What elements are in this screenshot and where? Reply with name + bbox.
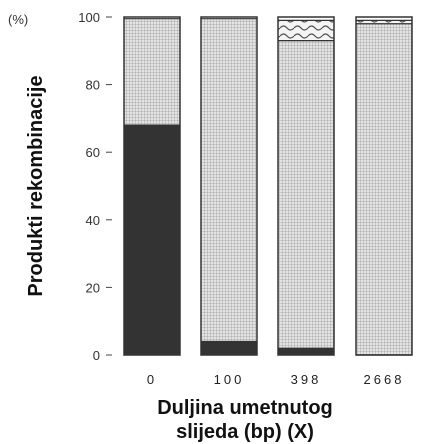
bar-100-outline	[200, 16, 258, 356]
bar-398-outline	[277, 16, 335, 356]
x-tick-label-100: 100	[214, 372, 245, 387]
bar-100-segment-grid	[201, 18, 257, 342]
bar-2668	[355, 16, 413, 356]
y-tick-label-0: 0	[93, 348, 100, 363]
y-tick-label-20: 20	[86, 280, 100, 295]
y-axis-label: Produkti rekombinacije	[25, 75, 47, 296]
bar-100-segment-blank	[201, 17, 257, 19]
bar-2668-segment-grid	[356, 23, 412, 355]
bar-398	[277, 16, 335, 356]
y-tick-label-100: 100	[78, 10, 100, 25]
bar-398-segment-wave	[278, 20, 334, 41]
y-axis-ticks: 0 20 40 60 80 100	[78, 10, 112, 363]
bar-398-segment-blank	[278, 17, 334, 21]
y-unit-label: (%)	[8, 12, 28, 27]
bar-2668-outline	[355, 16, 413, 356]
x-tick-label-398: 398	[291, 372, 322, 387]
x-axis-label-line-1: Duljina umetnutog	[157, 397, 333, 419]
bar-0-outline	[123, 16, 181, 356]
bar-398-segment-grid	[278, 40, 334, 349]
y-tick-label-60: 60	[86, 145, 100, 160]
bar-0-segment-grid	[124, 18, 180, 126]
x-axis-label-line-2: slijeda (bp) (X)	[176, 421, 314, 443]
bar-100-segment-solid	[201, 341, 257, 355]
bars	[123, 16, 413, 356]
bar-2668-segment-blank	[356, 17, 412, 21]
x-tick-label-2668: 2668	[364, 372, 405, 387]
bar-100	[200, 16, 258, 356]
x-axis-ticks: 0 100 398 2668	[147, 372, 405, 387]
bar-0-segment-blank	[124, 17, 180, 19]
bar-0-segment-solid	[124, 125, 180, 355]
x-tick-label-0: 0	[147, 372, 157, 387]
bar-2668-segment-wave	[356, 20, 412, 24]
y-tick-label-40: 40	[86, 213, 100, 228]
bar-0	[123, 16, 181, 356]
y-tick-label-80: 80	[86, 78, 100, 93]
bar-398-segment-solid	[278, 348, 334, 355]
